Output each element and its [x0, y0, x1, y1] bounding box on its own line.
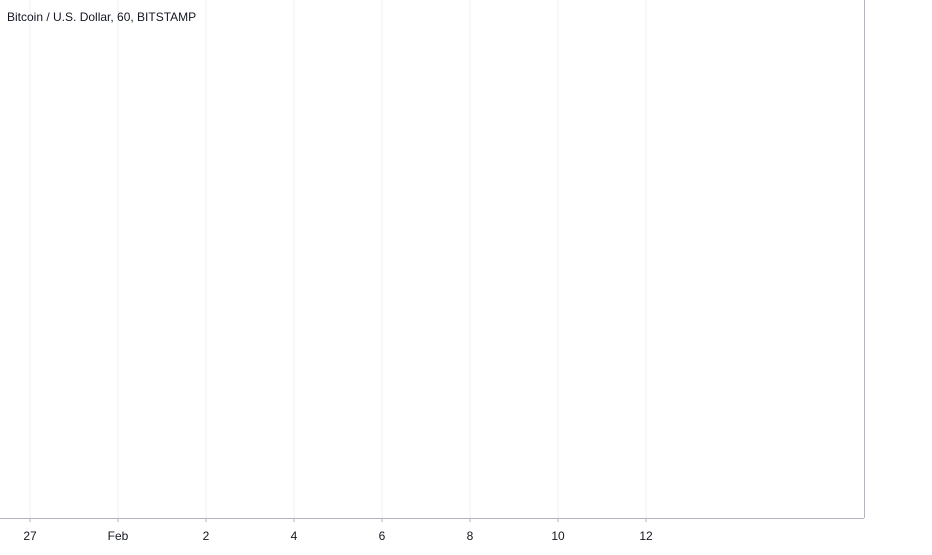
time-tick-label: Feb	[108, 529, 129, 543]
symbol-title: Bitcoin / U.S. Dollar, 60, BITSTAMP	[7, 10, 197, 24]
time-tick-label: 10	[551, 529, 565, 543]
time-tick-label: 2	[203, 529, 210, 543]
time-tick-label: 27	[23, 529, 37, 543]
time-tick-label: 4	[291, 529, 298, 543]
time-tick-label: 12	[639, 529, 653, 543]
time-tick-label: 8	[467, 529, 474, 543]
time-tick-label: 6	[379, 529, 386, 543]
